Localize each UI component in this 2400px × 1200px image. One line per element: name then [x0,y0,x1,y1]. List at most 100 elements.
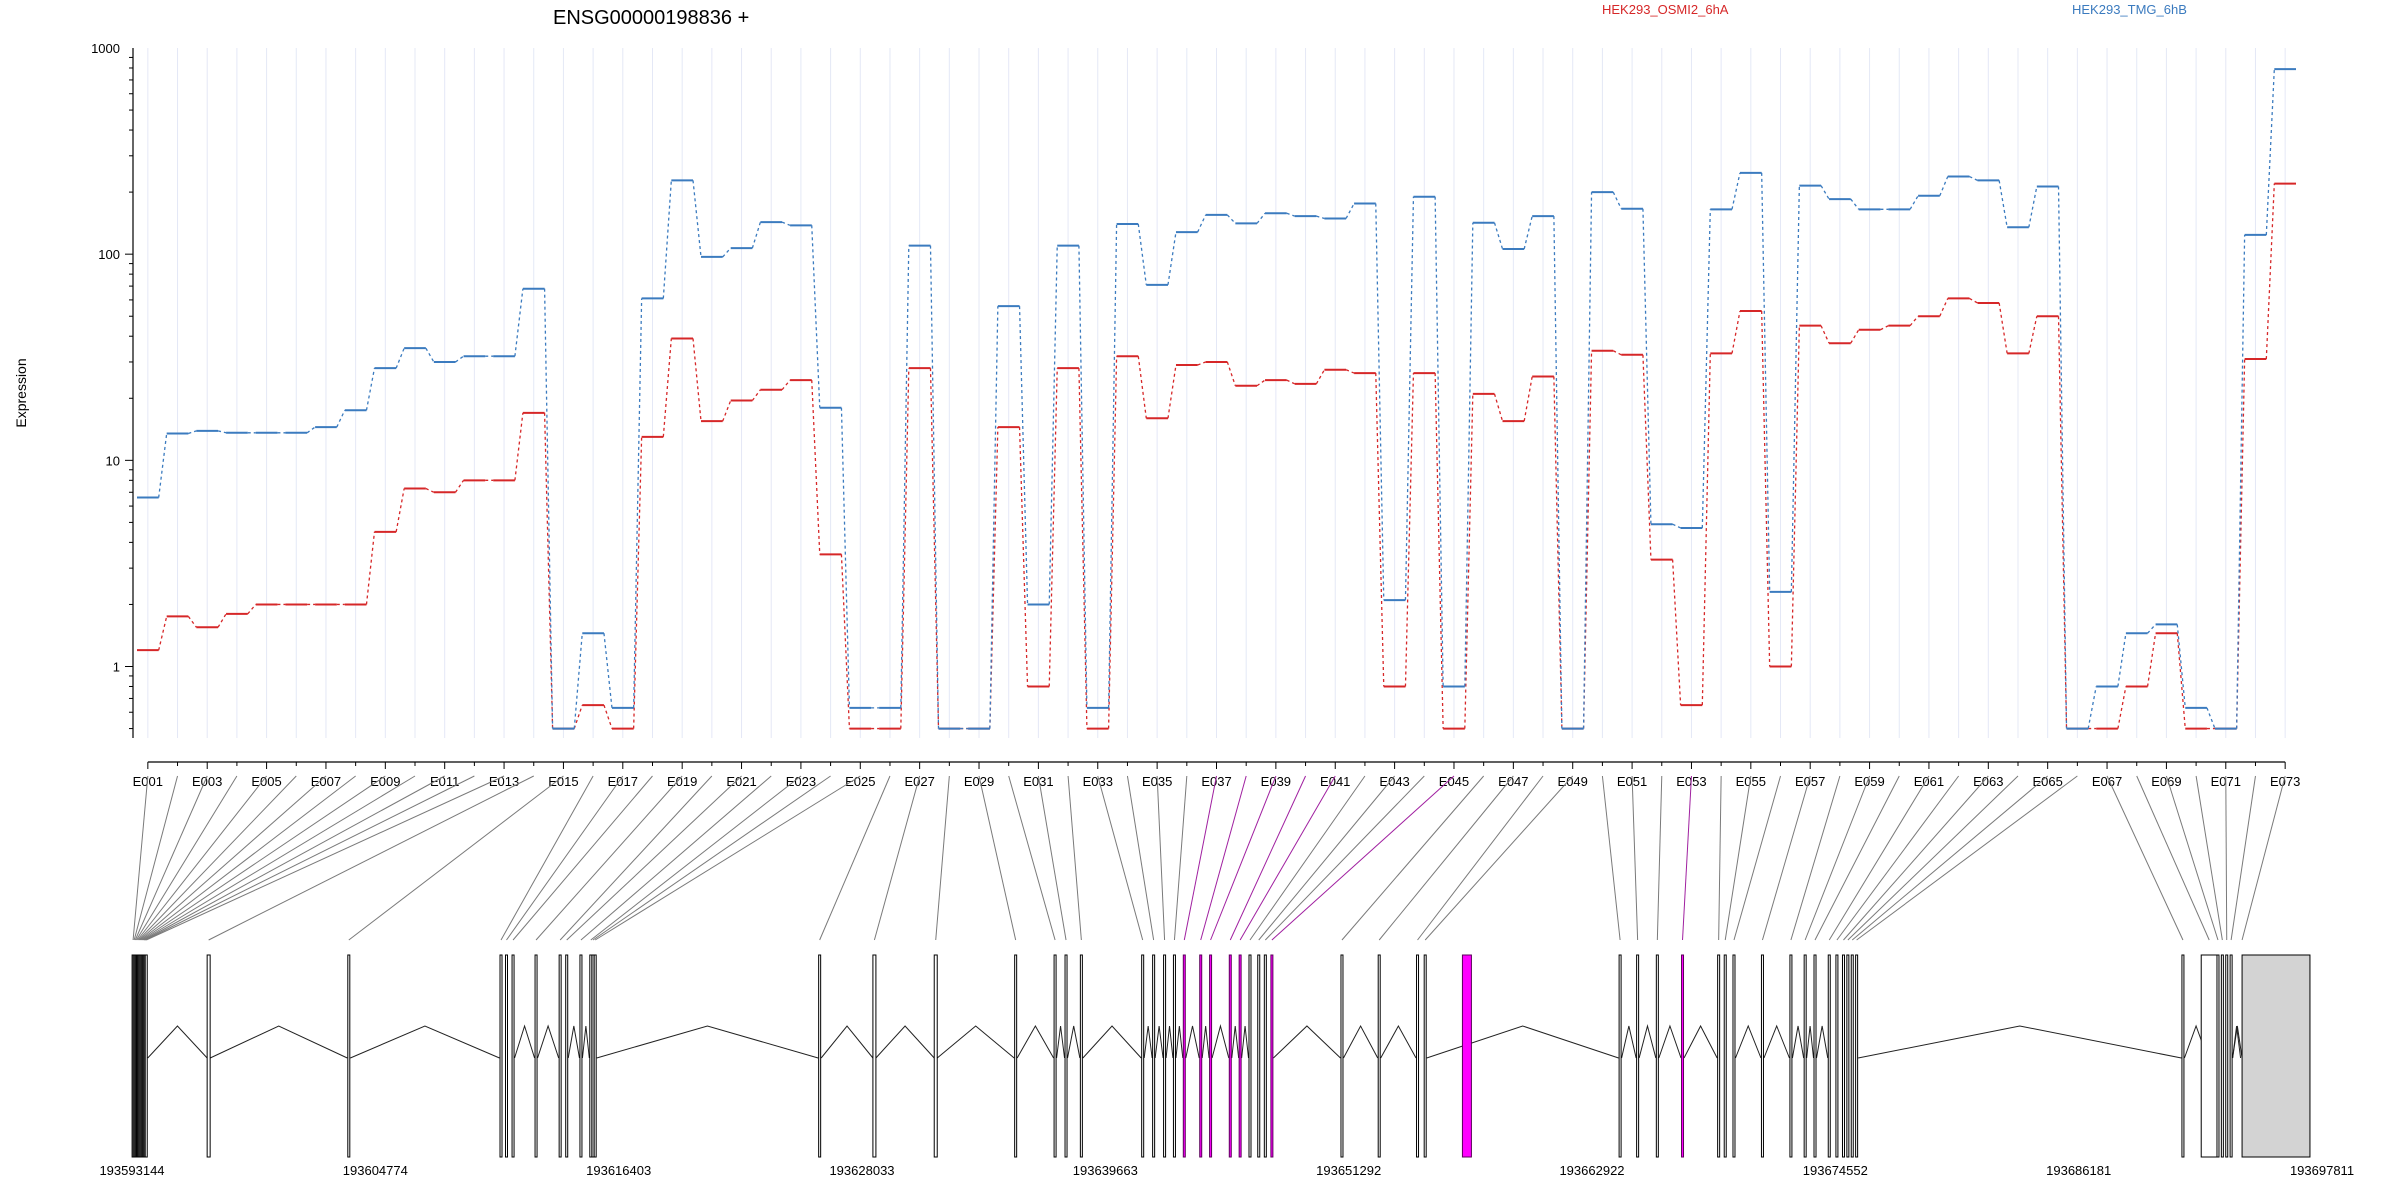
connector [559,775,713,941]
connector [580,775,772,941]
legend-series-2: HEK293_TMG_6hB [2072,2,2187,17]
connector [873,775,921,941]
series-2-connector [2176,624,2186,708]
exon [1079,954,1083,1158]
exon [347,954,351,1158]
series-1-connector [1909,315,1919,327]
connector [142,775,416,941]
connector [144,775,475,941]
series-2-connector [306,426,316,434]
series-2-connector [929,245,940,729]
series-2 [137,68,2296,730]
connector [1067,775,1082,941]
connector [594,775,861,941]
series-2-connector [1701,209,1711,528]
intron [2232,1025,2243,1059]
connector [1037,775,1067,941]
series-1-connector [395,488,405,532]
exon [1850,954,1854,1158]
connector [1718,775,1722,941]
intron [1791,1025,1805,1059]
connector [1828,775,1930,941]
connector [138,775,297,941]
y-tick-label: 1 [113,660,120,675]
intron [596,1025,819,1059]
connector [1424,775,1574,941]
series-2-connector [1434,196,1444,687]
connector [146,775,505,941]
connector [1126,775,1155,941]
coordinate-label: 193662922 [1559,1163,1624,1178]
series-2-connector [1493,222,1504,250]
series-1-connector [1256,379,1266,387]
exon-label: E069 [2151,774,2181,789]
series-1-connector [1523,376,1533,422]
series-1-connector [1375,373,1385,687]
series-2-connector [336,409,346,428]
series-1-connector [811,380,821,555]
intron [350,1025,500,1059]
series-2-connector [692,180,702,257]
series-2-connector [1197,214,1207,233]
series-1-connector [1315,369,1325,385]
exon-label: E045 [1439,774,1469,789]
connector [132,775,149,941]
series-1-connector [603,704,613,729]
connector [1097,775,1144,941]
exon [1841,954,1845,1158]
exon [1141,954,1145,1158]
exon [1827,954,1831,1158]
connector-highlight [1682,775,1692,941]
exon [1172,954,1176,1158]
series-2-connector [2028,186,2038,228]
series-2-connector [1078,245,1088,708]
series-1-connector [1761,310,1771,667]
intron [581,1025,590,1059]
series-1-connector [692,338,702,422]
connector [819,775,891,941]
exon [1257,954,1261,1158]
series-1-connector [1671,559,1682,706]
series-1-connector [900,368,910,729]
exon-label: E029 [964,774,994,789]
connector [348,775,564,941]
connector [1761,775,1811,941]
exon-label: E011 [430,774,459,789]
exon [1416,954,1420,1158]
series-2-connector [1048,245,1058,605]
intron [1426,1025,1619,1059]
coordinate-label: 193686181 [2046,1163,2111,1178]
intron [875,1025,935,1059]
connector [592,775,831,941]
series-2-connector [1939,176,1949,197]
connector [208,775,534,941]
exon [1636,954,1640,1158]
connector [1836,775,1960,941]
exon [1835,954,1839,1158]
series-1-connector [632,436,643,729]
exon-label: E015 [548,774,578,789]
connector [2241,775,2286,941]
exon [1014,954,1018,1158]
series-1-connector [1553,376,1563,729]
exon [818,954,822,1158]
series-1-connector [365,531,376,605]
series-2-connector [1820,185,1830,200]
connector-highlight [1239,775,1336,941]
exon [579,954,583,1158]
connector [1417,775,1544,941]
series-1-connector [1998,302,2008,354]
series-2-connector [811,225,821,408]
vertical-grid [147,48,2286,738]
coordinate-label: 193639663 [1073,1163,1138,1178]
series-2-connector [1404,196,1415,601]
y-tick-label: 100 [98,247,120,262]
series-1-connector [1018,427,1029,687]
connector [1790,775,1841,941]
series-2-connector [395,347,405,369]
series-2-connector [1642,208,1652,525]
series-1-connector [1078,368,1088,729]
series-1-connector [1107,356,1118,729]
intron [1211,1024,1230,1059]
